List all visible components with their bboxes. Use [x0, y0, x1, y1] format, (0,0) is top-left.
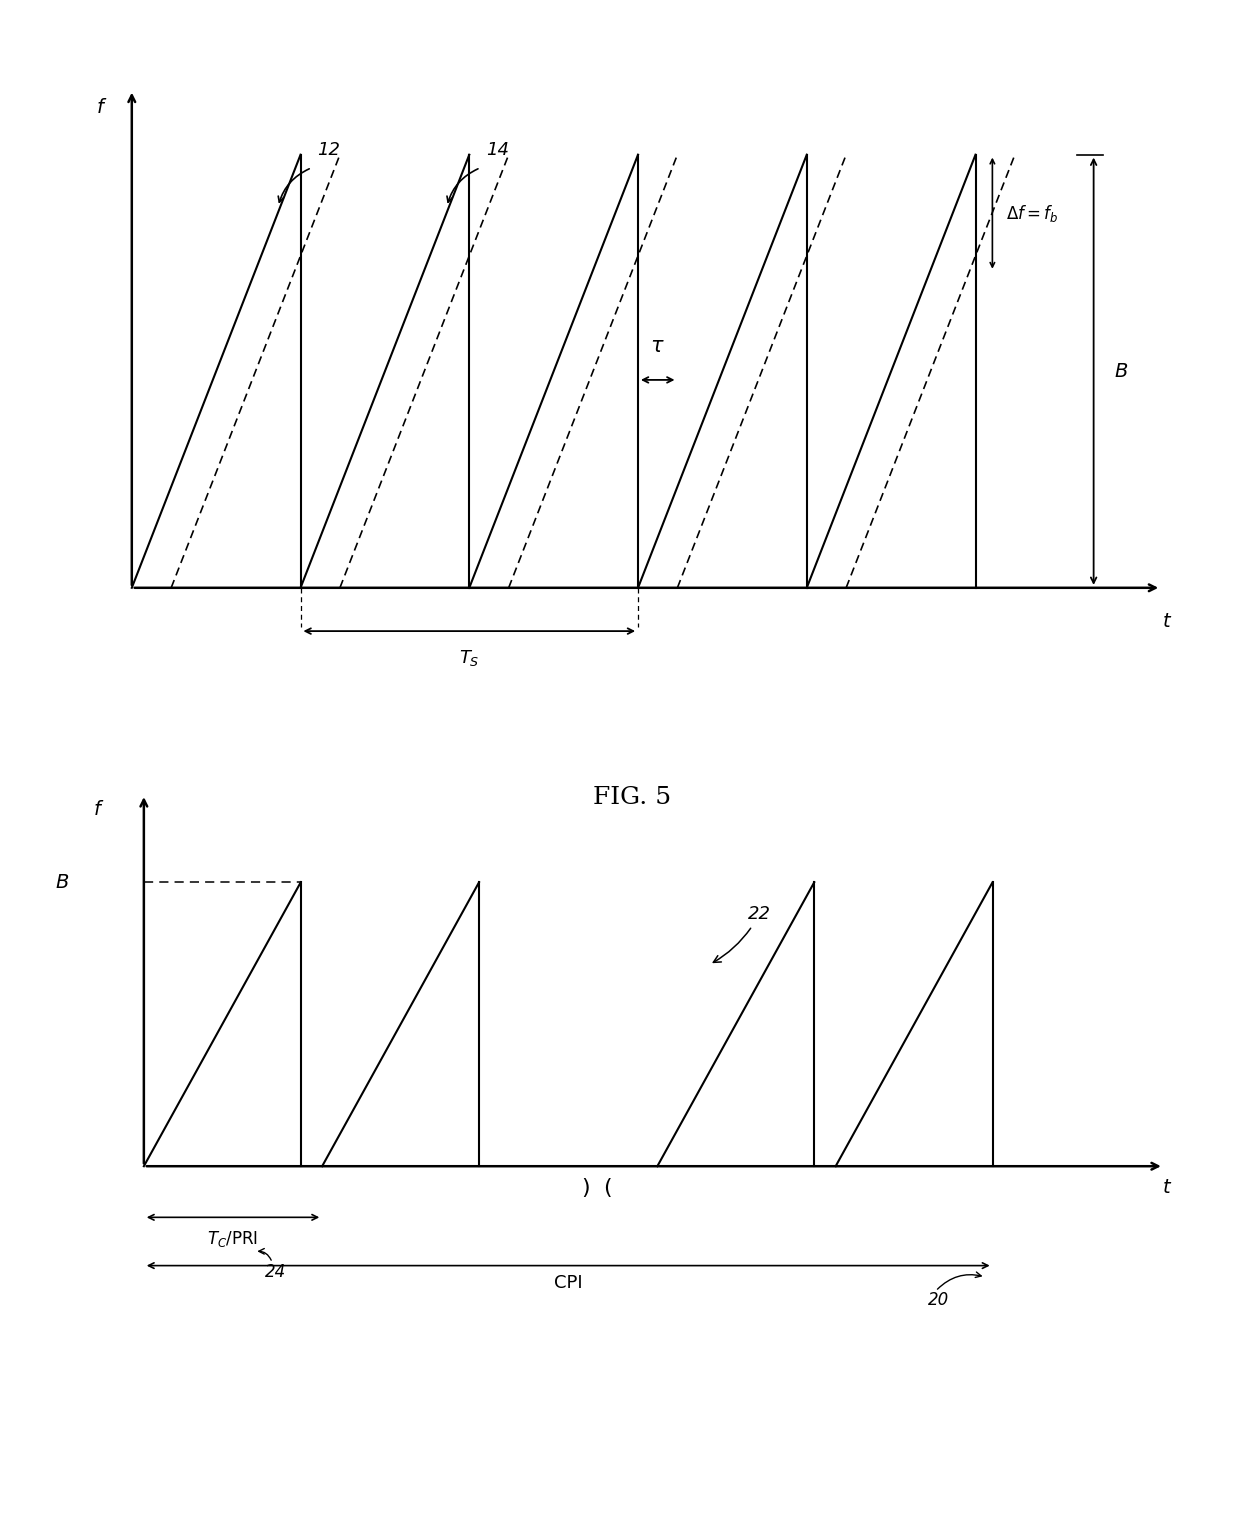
Text: 20: 20: [929, 1291, 950, 1309]
Text: 22: 22: [713, 906, 771, 962]
Text: 14: 14: [486, 141, 510, 160]
Text: $t$: $t$: [1162, 1177, 1173, 1197]
Text: $T_C$/PRI: $T_C$/PRI: [207, 1228, 259, 1248]
Text: FIG. 5: FIG. 5: [593, 786, 672, 809]
Text: (: (: [603, 1177, 611, 1197]
Text: 12: 12: [317, 141, 341, 160]
Text: $f$: $f$: [95, 98, 107, 117]
Text: ): ): [582, 1177, 590, 1197]
Text: $f$: $f$: [93, 800, 104, 818]
Text: $T_S$: $T_S$: [459, 648, 480, 668]
Text: CPI: CPI: [554, 1274, 583, 1292]
Text: $\tau$: $\tau$: [651, 336, 665, 356]
Text: $\Delta f=f_b$: $\Delta f=f_b$: [1006, 203, 1058, 224]
Text: $t$: $t$: [1162, 611, 1172, 631]
Text: $B$: $B$: [1114, 362, 1128, 381]
Text: $B$: $B$: [55, 873, 69, 892]
Text: 24: 24: [265, 1263, 286, 1280]
